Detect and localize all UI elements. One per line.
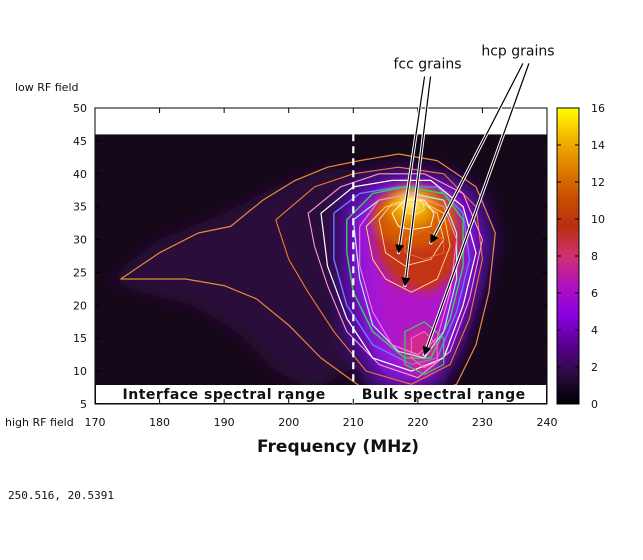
annotations: fcc grains hcp grains [394, 43, 555, 357]
contour-line [307, 173, 483, 379]
x-axis-label: Frequency (MHz) [257, 437, 419, 457]
y-tick-label: 50 [73, 102, 87, 115]
y-axis-top-label: low RF field [15, 81, 78, 94]
contour-line [391, 199, 435, 231]
annotation-label: hcp grains [481, 43, 554, 59]
x-tick-label: 190 [214, 416, 235, 429]
annotation-arrow [422, 63, 530, 356]
y-tick-label: 25 [73, 266, 87, 279]
region-label-bulk: Bulk spectral range [362, 387, 526, 403]
y-axis-bottom-label: high RF field [5, 416, 74, 429]
interface-region [107, 167, 380, 391]
contour-line [275, 166, 483, 385]
y-tick-label: 20 [73, 299, 87, 312]
annotation-arrow [401, 76, 432, 287]
contour-line [120, 153, 496, 398]
x-tick-label: 220 [407, 416, 428, 429]
region-label-strip [96, 385, 546, 403]
contour-line [320, 179, 477, 372]
y-tick-label: 15 [73, 332, 87, 345]
y-tick-label: 10 [73, 365, 87, 378]
colorbar-tick-label: 0 [591, 398, 598, 411]
x-tick-label: 180 [149, 416, 170, 429]
region-label-interface: Interface spectral range [123, 387, 326, 403]
colorbar-tick-label: 10 [591, 213, 605, 226]
contour-line [404, 321, 445, 375]
contour-line [404, 229, 445, 260]
annotation-arrow [430, 63, 524, 244]
contour-line [410, 331, 438, 369]
colorbar-tick-label: 14 [591, 139, 605, 152]
y-tick-label: 30 [73, 234, 87, 247]
annotation-label: fcc grains [394, 57, 462, 73]
colorbar-tick-label: 4 [591, 324, 598, 337]
y-axis-ticks: 5 10 15 20 25 30 35 40 45 50 [73, 102, 547, 411]
x-tick-label: 170 [85, 416, 106, 429]
x-tick-label: 230 [472, 416, 493, 429]
y-tick-label: 35 [73, 201, 87, 214]
y-tick-label: 5 [80, 398, 87, 411]
colorbar-ticks: 0 2 4 6 8 10 12 14 16 [557, 102, 605, 411]
colorbar-tick-label: 8 [591, 250, 598, 263]
colorbar-tick-label: 6 [591, 287, 598, 300]
colorbar-tick-label: 12 [591, 176, 605, 189]
colorbar-tick-label: 16 [591, 102, 605, 115]
x-tick-label: 210 [343, 416, 364, 429]
x-tick-label: 240 [537, 416, 558, 429]
contour-line [333, 186, 471, 366]
colorbar-tick-label: 2 [591, 361, 598, 374]
y-tick-label: 45 [73, 135, 87, 148]
x-tick-label: 200 [278, 416, 299, 429]
cursor-coordinate-readout: 250.516, 20.5391 [8, 489, 114, 502]
x-axis-ticks: 170 180 190 200 210 220 230 240 [85, 108, 558, 429]
annotation-arrow [395, 76, 426, 254]
y-tick-label: 40 [73, 168, 87, 181]
heatmap [95, 134, 547, 405]
